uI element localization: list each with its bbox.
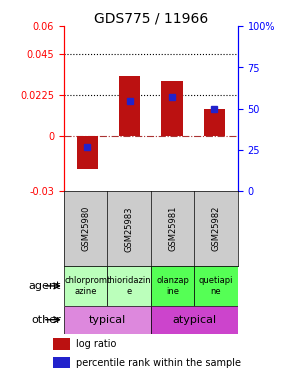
Bar [107, 266, 151, 306]
Text: thioridazin
e: thioridazin e [107, 276, 151, 296]
Bar [151, 306, 238, 334]
Text: atypical: atypical [172, 315, 216, 325]
Text: GSM25981: GSM25981 [168, 206, 177, 251]
Text: log ratio: log ratio [76, 339, 116, 349]
Bar [204, 109, 225, 136]
Bar [162, 81, 183, 136]
Text: agent: agent [28, 281, 61, 291]
Text: GSM25983: GSM25983 [124, 206, 134, 252]
Text: other: other [31, 315, 61, 325]
Title: GDS775 / 11966: GDS775 / 11966 [94, 11, 208, 25]
Text: chlorprom
azine: chlorprom azine [64, 276, 107, 296]
Text: typical: typical [89, 315, 126, 325]
Text: percentile rank within the sample: percentile rank within the sample [76, 358, 241, 368]
Bar [64, 306, 151, 334]
Bar [77, 136, 98, 169]
Text: GSM25982: GSM25982 [211, 206, 221, 251]
Bar [194, 266, 238, 306]
Text: quetiapi
ne: quetiapi ne [199, 276, 233, 296]
Bar [53, 338, 70, 350]
Bar [64, 266, 107, 306]
Bar [119, 76, 140, 136]
Text: olanzap
ine: olanzap ine [156, 276, 189, 296]
Bar [151, 266, 194, 306]
Text: GSM25980: GSM25980 [81, 206, 90, 251]
Bar [53, 357, 70, 368]
